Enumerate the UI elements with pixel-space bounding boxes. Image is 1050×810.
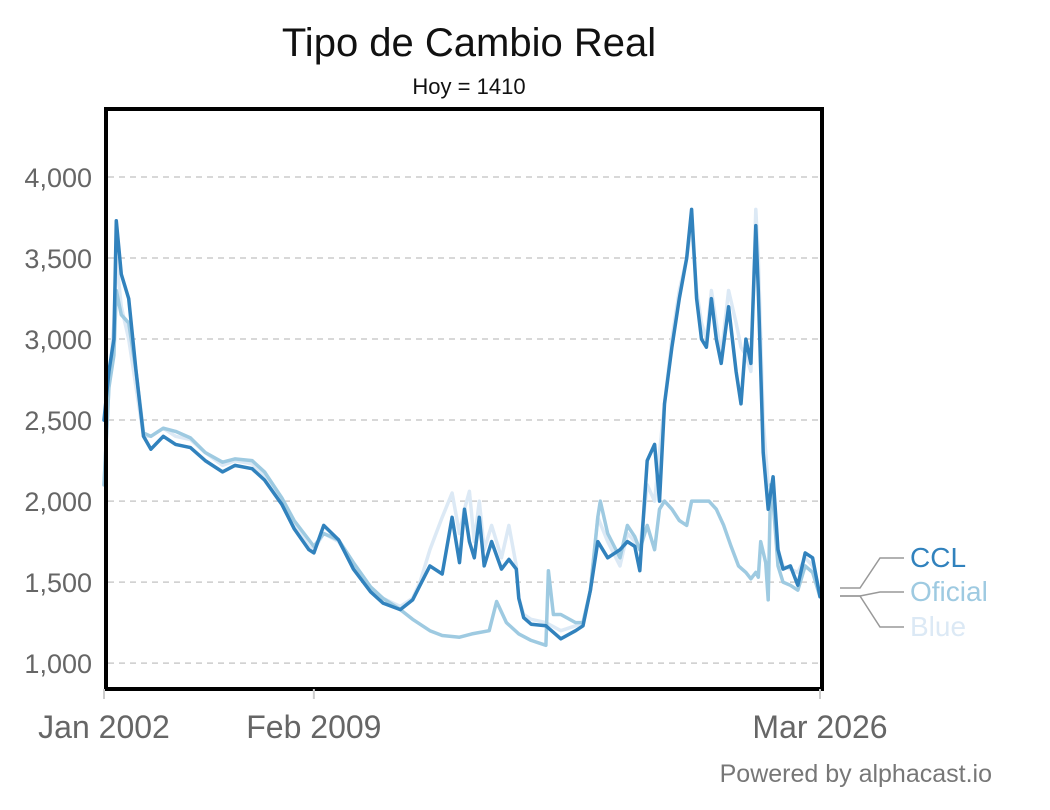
x-tick-label: Jan 2002	[38, 709, 170, 745]
legend-label-blue: Blue	[910, 611, 966, 642]
credit-text: Powered by alphacast.io	[720, 760, 992, 788]
y-tick-label: 3,500	[24, 244, 92, 274]
y-tick-label: 2,500	[24, 406, 92, 436]
y-tick-label: 1,500	[24, 568, 92, 598]
series-line-oficial	[102, 288, 822, 648]
y-tick-label: 3,000	[24, 325, 92, 355]
legend-label-ccl: CCL	[910, 542, 966, 573]
x-axis: Jan 2002 Feb 2009 Mar 2026	[38, 689, 888, 745]
y-tick-label: 1,000	[24, 649, 92, 679]
gridlines	[108, 176, 818, 664]
legend-label-oficial: Oficial	[910, 576, 988, 607]
y-tick-label: 4,000	[24, 163, 92, 193]
legend-connector	[840, 595, 904, 628]
legend-connector	[840, 557, 904, 589]
y-axis: 1,000 1,500 2,000 2,500 3,000 3,500 4,000	[24, 163, 92, 679]
x-tick-label: Mar 2026	[752, 709, 887, 745]
chart-title: Tipo de Cambio Real	[282, 21, 656, 65]
series-lines	[102, 207, 822, 648]
plot-area-frame	[104, 107, 824, 691]
y-tick-label: 2,000	[24, 487, 92, 517]
series-line-ccl	[102, 207, 822, 641]
chart-subtitle: Hoy = 1410	[412, 74, 525, 99]
x-tick-label: Feb 2009	[246, 709, 381, 745]
